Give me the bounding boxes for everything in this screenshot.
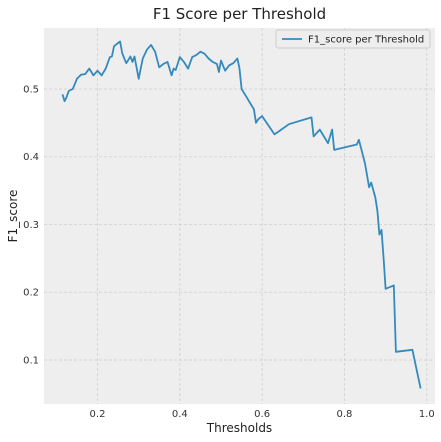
y-tick-label: 0.3 (23, 220, 39, 231)
series-layer (61, 40, 422, 389)
x-axis-label: Thresholds (206, 421, 272, 435)
x-tick-label: 0.4 (172, 409, 188, 420)
x-tick-label: 1.0 (419, 409, 435, 420)
x-axis-ticks: 0.2 0.4 0.6 0.8 1.0 (90, 409, 435, 420)
grid-lines (44, 28, 435, 404)
y-tick-label: 0.4 (23, 152, 39, 163)
plot-area (44, 28, 435, 404)
legend-box (275, 29, 431, 49)
legend: F1_score per Threshold (275, 29, 431, 49)
y-tick-label: 0.2 (23, 288, 39, 299)
chart-title: F1 Score per Threshold (153, 5, 326, 23)
series-line (61, 40, 422, 389)
y-tick-label: 0.5 (23, 84, 39, 95)
legend-label: F1_score per Threshold (308, 35, 424, 46)
y-tick-label: 0.1 (23, 355, 39, 366)
x-tick-label: 0.6 (254, 409, 270, 420)
y-axis-label: F1_score (6, 190, 20, 243)
x-tick-label: 0.8 (336, 409, 352, 420)
y-axis-ticks: 0.1 0.2 0.3 0.4 0.5 (23, 84, 39, 366)
x-tick-label: 0.2 (90, 409, 106, 420)
